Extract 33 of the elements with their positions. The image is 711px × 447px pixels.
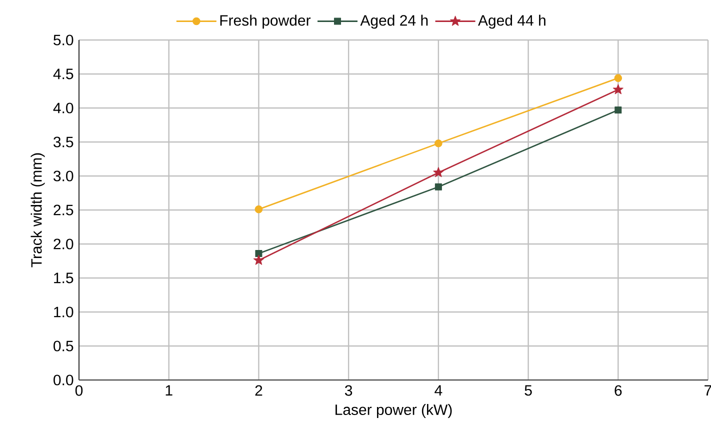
point <box>255 250 262 258</box>
y-tick-label: 3.0 <box>54 170 74 182</box>
legend-label: Aged 24 h <box>360 14 428 29</box>
y-axis-title: Track width (mm) <box>30 153 45 268</box>
x-tick-label: 7 <box>704 385 711 396</box>
y-tick-label: 1.5 <box>54 272 74 284</box>
point <box>614 106 622 114</box>
x-axis-title: Laser power (kW) <box>336 404 452 418</box>
y-tick-label: 4.0 <box>53 102 74 114</box>
x-tick-label: 0 <box>75 385 83 396</box>
point <box>612 84 624 94</box>
legend-label: Aged 44 h <box>478 14 546 29</box>
y-tick-label: 1.0 <box>54 306 74 318</box>
point <box>614 74 622 82</box>
y-tick-label: 2.5 <box>54 204 74 216</box>
y-tick-label: 0.0 <box>54 374 74 386</box>
y-tick-label: 2.0 <box>54 238 74 250</box>
x-tick-label: 6 <box>614 385 622 396</box>
y-tick-label: 4.5 <box>53 68 74 80</box>
legend-label: Fresh powder <box>220 14 311 29</box>
x-tick-label: 1 <box>166 385 172 396</box>
x-tick-label: 4 <box>434 385 442 396</box>
point <box>434 139 442 148</box>
y-tick-label: 0.5 <box>54 340 74 352</box>
y-tick-label: 5.0 <box>54 34 74 46</box>
y-tick-label: 3.5 <box>54 136 74 148</box>
point <box>434 183 442 190</box>
point <box>253 254 264 265</box>
point <box>254 205 263 214</box>
x-tick-label: 2 <box>255 385 262 396</box>
x-tick-label: 5 <box>524 385 532 396</box>
point <box>433 167 444 178</box>
x-tick-label: 3 <box>344 385 352 396</box>
